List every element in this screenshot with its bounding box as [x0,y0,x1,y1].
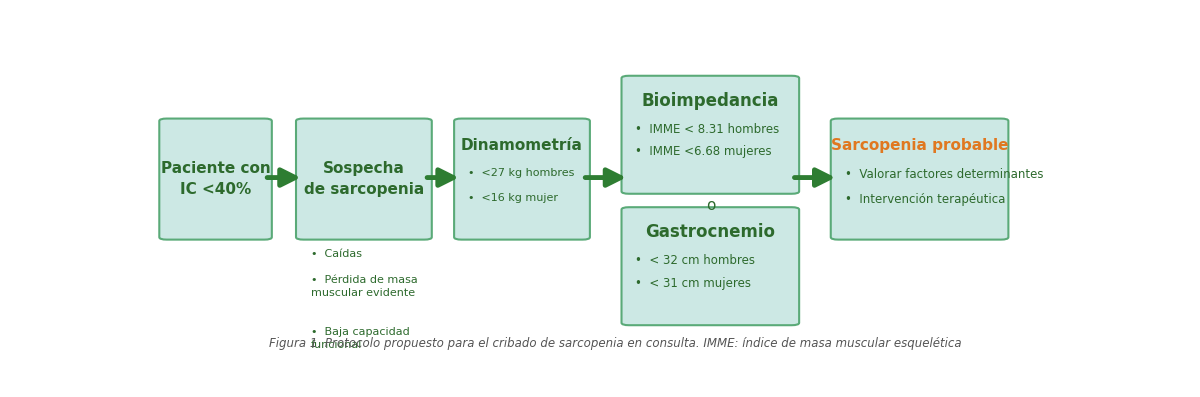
Text: •  <27 kg hombres: • <27 kg hombres [468,168,575,178]
Text: Paciente con
IC <40%: Paciente con IC <40% [161,161,270,197]
Text: •  IMME <6.68 mujeres: • IMME <6.68 mujeres [636,145,772,158]
Text: •  < 32 cm hombres: • < 32 cm hombres [636,254,756,267]
Text: •  <16 kg mujer: • <16 kg mujer [468,193,558,203]
FancyBboxPatch shape [454,119,590,240]
FancyBboxPatch shape [160,119,272,240]
Text: •  Baja capacidad
funcional: • Baja capacidad funcional [311,328,409,350]
Text: Sospecha
de sarcopenia: Sospecha de sarcopenia [304,161,424,197]
Text: o: o [706,198,715,212]
FancyBboxPatch shape [622,207,799,325]
Text: •  < 31 cm mujeres: • < 31 cm mujeres [636,277,751,290]
Text: Dinamometría: Dinamometría [461,138,583,153]
Text: Sarcopenia probable: Sarcopenia probable [830,138,1008,153]
Text: •  Caídas: • Caídas [311,249,362,259]
Text: •  Pérdida de masa
muscular evidente: • Pérdida de masa muscular evidente [311,276,418,298]
FancyBboxPatch shape [622,76,799,194]
Text: •  IMME < 8.31 hombres: • IMME < 8.31 hombres [636,123,780,135]
FancyBboxPatch shape [296,119,432,240]
Text: •  Intervención terapéutica: • Intervención terapéutica [845,193,1006,206]
Text: •  Valorar factores determinantes: • Valorar factores determinantes [845,168,1043,181]
Text: Gastrocnemio: Gastrocnemio [646,224,775,241]
Text: Bioimpedancia: Bioimpedancia [642,92,779,110]
Text: Figura 1. Protocolo propuesto para el cribado de sarcopenia en consulta. IMME: í: Figura 1. Protocolo propuesto para el cr… [269,337,961,350]
FancyBboxPatch shape [830,119,1008,240]
